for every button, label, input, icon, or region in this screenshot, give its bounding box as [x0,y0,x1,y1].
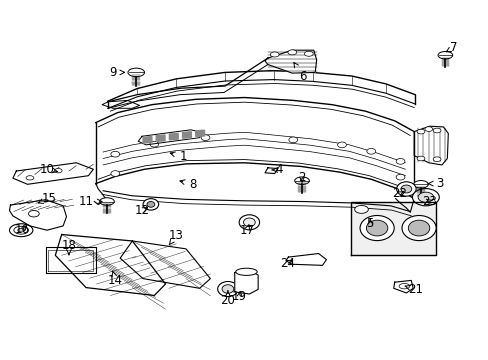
Text: 6: 6 [293,63,306,82]
Polygon shape [13,163,93,184]
Polygon shape [234,270,258,294]
Ellipse shape [412,189,438,206]
Text: 5: 5 [366,216,373,230]
Text: 3: 3 [427,177,442,190]
Polygon shape [169,134,178,140]
Ellipse shape [128,68,144,77]
Polygon shape [195,130,204,136]
Text: 8: 8 [180,178,197,191]
Ellipse shape [294,177,309,184]
Text: 4: 4 [271,163,282,176]
Ellipse shape [398,283,409,289]
Text: 13: 13 [168,229,183,245]
Polygon shape [264,168,277,174]
Ellipse shape [366,220,387,236]
Polygon shape [264,50,316,73]
Ellipse shape [18,228,24,232]
Text: 15: 15 [38,192,57,205]
Text: 22: 22 [391,187,406,200]
Text: 17: 17 [239,224,254,237]
Ellipse shape [287,50,296,55]
Text: 2: 2 [298,171,305,184]
Text: 24: 24 [279,257,294,270]
Polygon shape [108,58,267,108]
Ellipse shape [14,226,28,234]
Ellipse shape [359,216,393,240]
Ellipse shape [147,202,155,207]
Ellipse shape [304,51,313,56]
Ellipse shape [243,218,255,226]
Ellipse shape [417,192,433,202]
Ellipse shape [416,156,424,161]
Polygon shape [45,247,96,273]
Text: 11: 11 [79,195,102,208]
Ellipse shape [437,51,452,59]
Polygon shape [55,234,165,296]
Ellipse shape [239,215,259,230]
Ellipse shape [366,148,375,154]
Ellipse shape [337,142,346,148]
Ellipse shape [432,128,440,133]
Ellipse shape [395,174,404,180]
Ellipse shape [222,285,233,293]
Text: 10: 10 [40,163,58,176]
Text: 16: 16 [15,223,30,236]
Ellipse shape [270,52,279,57]
Text: 18: 18 [61,239,76,255]
Ellipse shape [26,176,34,180]
Ellipse shape [150,141,158,147]
Ellipse shape [111,151,120,157]
Text: 23: 23 [422,195,436,208]
Polygon shape [102,100,140,108]
Polygon shape [182,132,191,138]
Ellipse shape [413,180,427,188]
Ellipse shape [395,158,404,164]
Ellipse shape [235,268,257,275]
Polygon shape [393,280,412,293]
Ellipse shape [217,282,238,297]
Polygon shape [96,98,413,199]
Polygon shape [413,126,447,165]
Ellipse shape [432,157,440,162]
Polygon shape [9,200,66,230]
Ellipse shape [28,211,39,217]
Ellipse shape [100,198,114,205]
Text: 14: 14 [107,271,122,287]
Ellipse shape [143,199,158,210]
Ellipse shape [396,182,415,196]
Polygon shape [285,253,326,265]
Polygon shape [108,71,414,108]
Text: 21: 21 [404,283,422,296]
Polygon shape [350,202,435,255]
Text: 20: 20 [220,291,235,307]
Text: 1: 1 [170,150,187,163]
Text: 9: 9 [109,66,124,79]
Polygon shape [395,199,413,212]
Ellipse shape [400,185,411,193]
Text: 7: 7 [446,41,457,54]
Ellipse shape [201,135,209,140]
Ellipse shape [111,171,120,176]
Polygon shape [143,136,152,143]
Ellipse shape [54,168,62,173]
Ellipse shape [288,137,297,143]
Ellipse shape [9,224,33,237]
Text: 12: 12 [134,204,149,217]
Ellipse shape [407,220,429,236]
Polygon shape [156,135,164,141]
Ellipse shape [424,127,432,131]
Ellipse shape [416,129,424,134]
Polygon shape [120,241,210,288]
Ellipse shape [401,216,435,240]
Polygon shape [138,130,203,145]
Text: 19: 19 [232,290,246,303]
Ellipse shape [354,206,367,213]
